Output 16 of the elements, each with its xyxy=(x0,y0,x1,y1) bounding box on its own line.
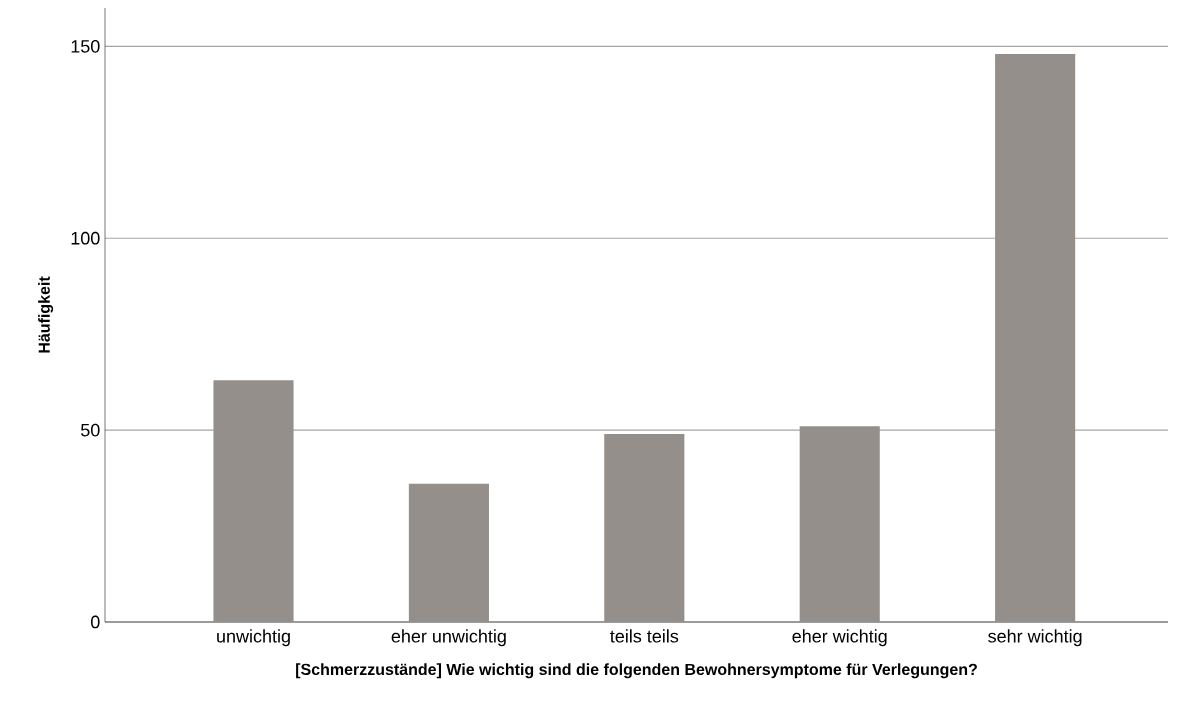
y-tick-label: 150 xyxy=(71,39,100,53)
x-tick-label: teils teils xyxy=(610,629,679,643)
bar xyxy=(799,426,880,622)
bar xyxy=(213,380,294,622)
x-tick-label: sehr wichtig xyxy=(988,629,1082,647)
bar xyxy=(604,433,685,622)
y-tick-label: 100 xyxy=(71,231,100,245)
y-tick-label: 50 xyxy=(80,423,100,437)
x-axis-title: [Schmerzzustände] Wie wichtig sind die folgenden Bewohnersymptome für Verlegungen? xyxy=(296,663,977,679)
x-tick-label: eher wichtig xyxy=(792,629,887,647)
x-tick-label: eher unwichtig xyxy=(391,629,506,647)
bar xyxy=(408,483,489,622)
y-axis-title: Häufigkeit xyxy=(38,276,54,353)
bar xyxy=(995,54,1076,622)
y-tick-label: 0 xyxy=(91,615,100,629)
x-tick-label: unwichtig xyxy=(217,629,290,647)
